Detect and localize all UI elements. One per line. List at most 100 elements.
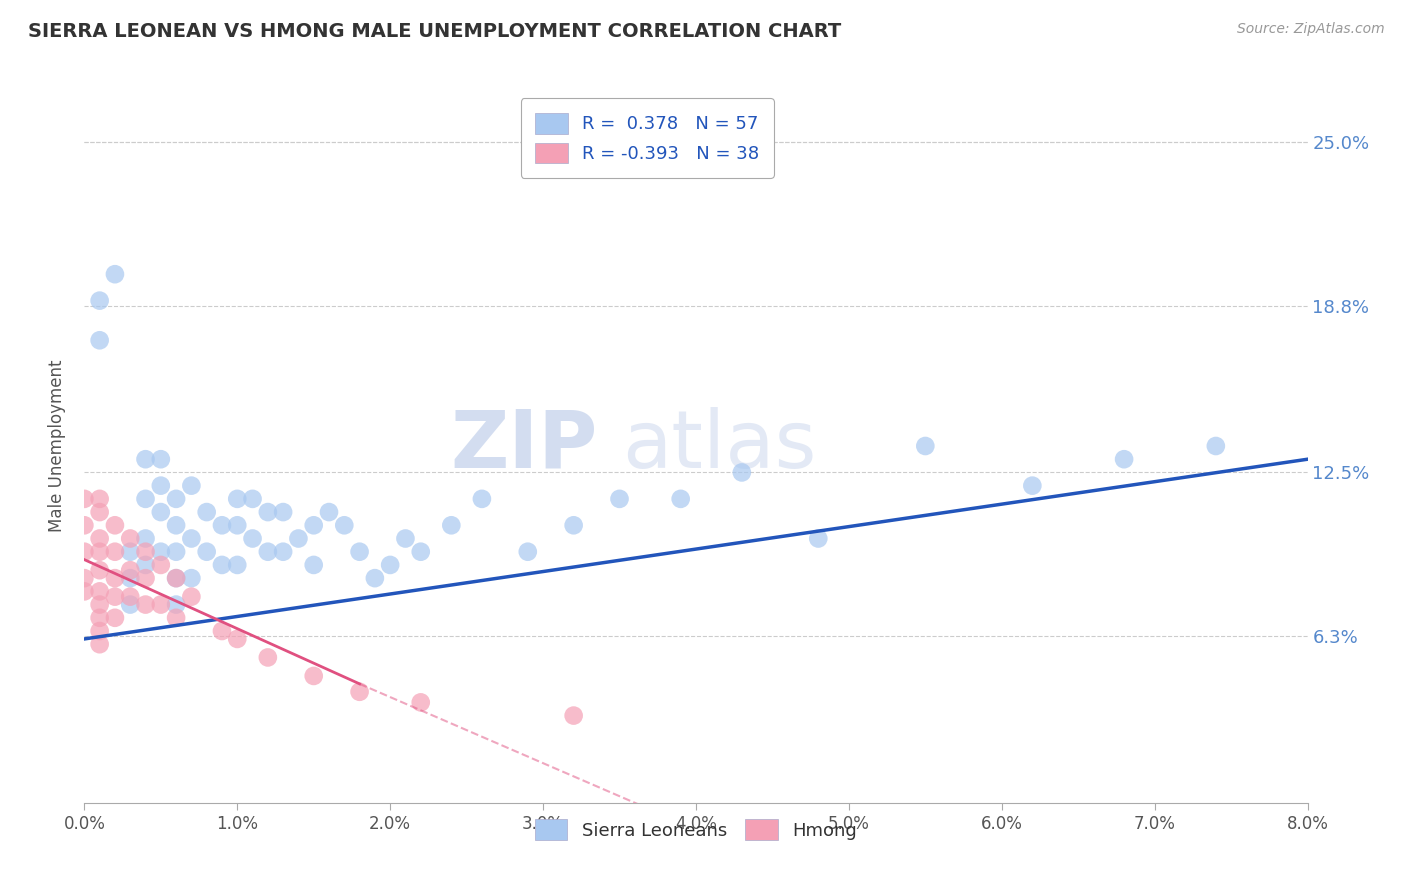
Point	[242, 491, 264, 506]
Point	[409, 545, 432, 559]
Text: SIERRA LEONEAN VS HMONG MALE UNEMPLOYMENT CORRELATION CHART: SIERRA LEONEAN VS HMONG MALE UNEMPLOYMEN…	[28, 22, 841, 41]
Point	[120, 532, 142, 546]
Point	[89, 637, 111, 651]
Point	[226, 558, 249, 572]
Point	[1205, 439, 1227, 453]
Point	[731, 466, 754, 480]
Point	[257, 650, 280, 665]
Point	[257, 545, 280, 559]
Point	[120, 545, 142, 559]
Point	[609, 491, 631, 506]
Point	[149, 452, 172, 467]
Point	[180, 532, 202, 546]
Point	[302, 558, 325, 572]
Point	[349, 685, 371, 699]
Y-axis label: Male Unemployment: Male Unemployment	[48, 359, 66, 533]
Point	[120, 563, 142, 577]
Point	[226, 632, 249, 646]
Point	[226, 491, 249, 506]
Point	[349, 545, 371, 559]
Point	[380, 558, 402, 572]
Point	[149, 545, 172, 559]
Point	[135, 491, 157, 506]
Point	[73, 491, 96, 506]
Point	[333, 518, 356, 533]
Point	[73, 584, 96, 599]
Point	[165, 491, 187, 506]
Point	[257, 505, 280, 519]
Point	[165, 518, 187, 533]
Point	[135, 452, 157, 467]
Point	[165, 571, 187, 585]
Point	[180, 571, 202, 585]
Text: atlas: atlas	[623, 407, 817, 485]
Point	[135, 532, 157, 546]
Point	[89, 598, 111, 612]
Point	[271, 505, 294, 519]
Point	[89, 545, 111, 559]
Point	[149, 505, 172, 519]
Point	[120, 571, 142, 585]
Point	[364, 571, 387, 585]
Point	[562, 518, 585, 533]
Point	[89, 563, 111, 577]
Point	[165, 571, 187, 585]
Point	[73, 518, 96, 533]
Point	[914, 439, 936, 453]
Point	[135, 545, 157, 559]
Point	[302, 669, 325, 683]
Point	[318, 505, 340, 519]
Point	[73, 571, 96, 585]
Point	[89, 532, 111, 546]
Point	[165, 598, 187, 612]
Point	[165, 611, 187, 625]
Point	[1021, 478, 1043, 492]
Point	[226, 518, 249, 533]
Point	[211, 518, 233, 533]
Point	[165, 545, 187, 559]
Point	[669, 491, 692, 506]
Point	[104, 518, 127, 533]
Point	[149, 598, 172, 612]
Point	[135, 571, 157, 585]
Point	[89, 491, 111, 506]
Point	[104, 571, 127, 585]
Point	[89, 333, 111, 347]
Point	[195, 505, 218, 519]
Point	[149, 478, 172, 492]
Point	[89, 611, 111, 625]
Point	[73, 545, 96, 559]
Point	[562, 708, 585, 723]
Point	[516, 545, 538, 559]
Point	[135, 558, 157, 572]
Point	[409, 695, 432, 709]
Point	[242, 532, 264, 546]
Point	[104, 267, 127, 281]
Point	[89, 584, 111, 599]
Point	[89, 293, 111, 308]
Point	[149, 558, 172, 572]
Point	[211, 558, 233, 572]
Point	[180, 590, 202, 604]
Point	[180, 478, 202, 492]
Point	[89, 624, 111, 638]
Point	[394, 532, 416, 546]
Point	[302, 518, 325, 533]
Point	[135, 598, 157, 612]
Point	[120, 598, 142, 612]
Point	[1114, 452, 1136, 467]
Point	[440, 518, 463, 533]
Point	[104, 590, 127, 604]
Point	[104, 545, 127, 559]
Point	[211, 624, 233, 638]
Point	[471, 491, 494, 506]
Text: ZIP: ZIP	[451, 407, 598, 485]
Point	[287, 532, 309, 546]
Legend: Sierra Leoneans, Hmong: Sierra Leoneans, Hmong	[527, 812, 865, 847]
Point	[807, 532, 830, 546]
Point	[104, 611, 127, 625]
Point	[120, 590, 142, 604]
Text: Source: ZipAtlas.com: Source: ZipAtlas.com	[1237, 22, 1385, 37]
Point	[271, 545, 294, 559]
Point	[195, 545, 218, 559]
